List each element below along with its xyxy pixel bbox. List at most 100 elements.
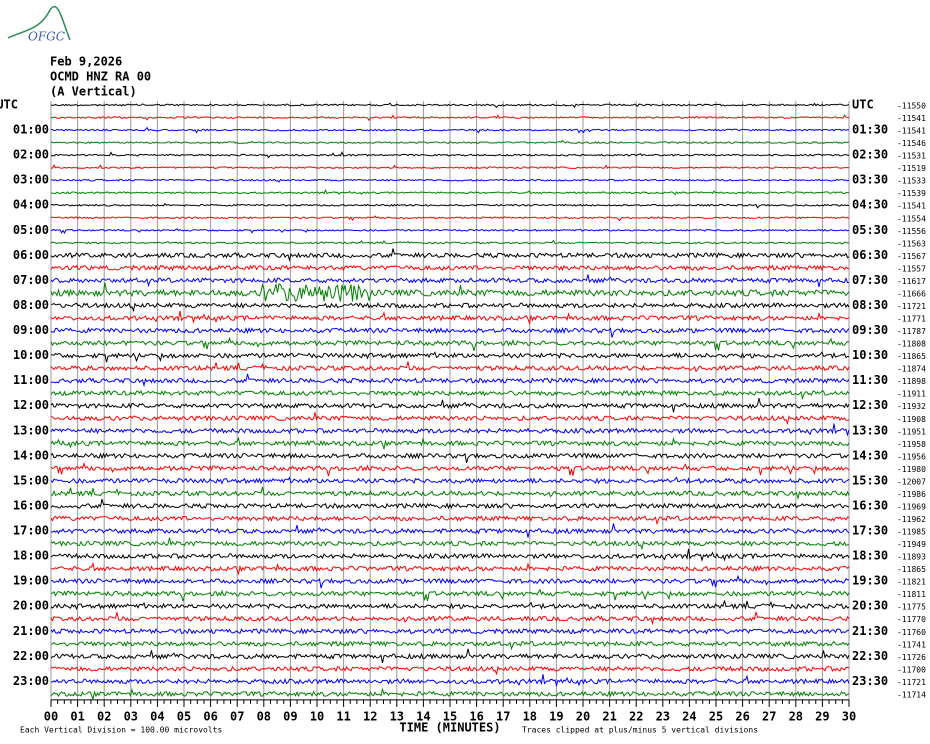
trace [50, 228, 850, 235]
x-tick-label: 10 [310, 710, 324, 724]
trace [50, 282, 850, 302]
trace [50, 461, 850, 477]
x-tick-label: 25 [709, 710, 723, 724]
trace [50, 588, 850, 602]
trace [50, 665, 850, 676]
offset-label: -11986 [897, 490, 926, 499]
right-time-label: 04:30 [852, 198, 888, 212]
x-tick-label: 14 [416, 710, 430, 724]
offset-label: -11932 [897, 402, 926, 411]
offset-label: -11962 [897, 515, 926, 524]
trace [51, 486, 850, 501]
trace [50, 248, 850, 263]
offset-label: -12007 [897, 477, 926, 486]
trace [50, 452, 850, 464]
trace [50, 373, 850, 388]
trace [50, 215, 850, 222]
offset-label: -11775 [897, 603, 926, 612]
x-tick-label: 11 [336, 710, 350, 724]
right-time-label: 10:30 [852, 348, 888, 362]
offset-label: -11893 [897, 553, 926, 562]
x-tick-label: 24 [682, 710, 696, 724]
offset-label: -11985 [897, 528, 926, 537]
offset-label: -11539 [897, 189, 926, 198]
trace [50, 274, 849, 288]
left-time-label: 09:00 [13, 323, 49, 337]
trace [50, 264, 850, 272]
trace [50, 600, 850, 611]
right-time-label: 13:30 [852, 423, 888, 437]
left-time-label: 04:00 [13, 198, 49, 212]
offset-label: -11865 [897, 565, 926, 574]
offset-label: -11951 [897, 427, 926, 436]
offset-label: -11556 [897, 227, 926, 236]
right-time-label: 12:30 [852, 398, 888, 412]
trace [50, 648, 850, 664]
offset-label: -11980 [897, 465, 926, 474]
trace [50, 389, 850, 400]
trace [50, 139, 850, 145]
offset-label: -11821 [897, 578, 926, 587]
offset-label: -11554 [897, 214, 926, 223]
trace [50, 423, 850, 437]
right-time-label: 03:30 [852, 173, 888, 187]
offset-label: -11666 [897, 289, 926, 298]
trace [50, 640, 850, 651]
trace [50, 574, 849, 589]
x-tick-label: 09 [283, 710, 297, 724]
offset-label: -11714 [897, 690, 926, 699]
offset-label: -11533 [897, 177, 926, 186]
offset-label: -11519 [897, 164, 926, 173]
right-time-label: UTC [852, 98, 874, 112]
right-time-label: 18:30 [852, 549, 888, 563]
offset-label: -11726 [897, 653, 926, 662]
right-time-label: 07:30 [852, 273, 888, 287]
trace [50, 301, 850, 313]
offset-label: -11546 [897, 139, 926, 148]
x-tick-label: 26 [735, 710, 749, 724]
left-time-label: 19:00 [13, 574, 49, 588]
header-component: (A Vertical) [50, 85, 137, 99]
footer-scale: Each Vertical Division = 100.00 microvol… [20, 726, 222, 735]
trace [50, 202, 850, 209]
offset-label: -11550 [897, 102, 926, 111]
offset-label: -11808 [897, 340, 926, 349]
offset-label: -11958 [897, 440, 926, 449]
trace [50, 151, 850, 159]
right-time-label: 11:30 [852, 373, 888, 387]
offset-label: -11541 [897, 114, 926, 123]
trace [50, 674, 850, 688]
trace [51, 102, 850, 109]
offset-label: -11811 [897, 590, 926, 599]
trace [50, 537, 850, 551]
left-time-label: 03:00 [13, 173, 49, 187]
x-tick-label: 02 [97, 710, 111, 724]
trace [50, 627, 850, 635]
header-date: Feb 9,2026 [50, 55, 122, 69]
left-time-label: 10:00 [13, 348, 49, 362]
left-time-label: 07:00 [13, 273, 49, 287]
x-tick-label: 27 [762, 710, 776, 724]
trace [50, 310, 850, 326]
left-time-label: 22:00 [13, 649, 49, 663]
trace [50, 326, 850, 338]
trace [50, 476, 850, 485]
x-tick-label: 17 [496, 710, 510, 724]
x-tick-label: 03 [124, 710, 138, 724]
offset-label: -11908 [897, 415, 926, 424]
offset-label: -11531 [897, 152, 926, 161]
left-time-label: 01:00 [13, 123, 49, 137]
right-time-label: 06:30 [852, 248, 888, 262]
offset-label: -11770 [897, 615, 926, 624]
left-time-label: 05:00 [13, 223, 49, 237]
right-time-label: 01:30 [852, 123, 888, 137]
left-time-label: 02:00 [13, 148, 49, 162]
trace [50, 412, 850, 425]
left-time-label: 20:00 [13, 599, 49, 613]
trace [50, 188, 850, 196]
left-time-label: UTC [0, 98, 18, 112]
left-time-label: 23:00 [13, 674, 49, 688]
x-axis-label: TIME (MINUTES) [399, 721, 500, 735]
offset-label: -11865 [897, 352, 926, 361]
